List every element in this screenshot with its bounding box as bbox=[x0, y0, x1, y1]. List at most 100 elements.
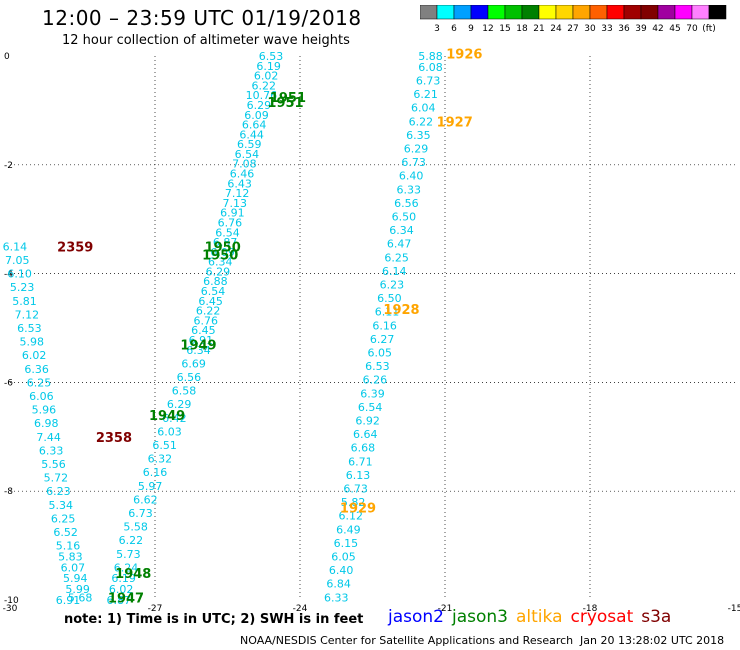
colorbar-legend: 3 6 9 12 15 18 21 24 27 30 33 36 39 42 45 70 (ft) bbox=[420, 5, 727, 34]
wave-height-value: 6.91 bbox=[189, 334, 214, 347]
wave-height-value: 6.91 bbox=[56, 594, 81, 607]
wave-height-value: 6.22 bbox=[196, 305, 221, 318]
wave-height-value: 6.58 bbox=[172, 385, 197, 398]
pass-time-label: 1929 bbox=[340, 502, 376, 517]
wave-height-value: 6.59 bbox=[237, 138, 262, 151]
wave-height-value: 6.16 bbox=[372, 319, 397, 332]
pass-time-label: 2359 bbox=[57, 240, 93, 255]
wave-height-value: 6.34 bbox=[186, 344, 211, 357]
colorbar-label: 6 bbox=[451, 24, 457, 34]
x-tick-label: -21 bbox=[438, 604, 453, 614]
pass-time-label: 1951 bbox=[270, 91, 306, 106]
wave-height-value: 7.12 bbox=[225, 187, 250, 200]
wave-height-value: 6.23 bbox=[46, 485, 71, 498]
wave-height-value: 6.33 bbox=[324, 591, 349, 604]
wave-height-value: 6.29 bbox=[167, 398, 192, 411]
pass-time-label: 1951 bbox=[267, 96, 303, 111]
wave-height-value: 6.71 bbox=[348, 455, 373, 468]
satellite-cryosat: cryosat bbox=[570, 607, 634, 627]
wave-height-value: 5.88 bbox=[418, 50, 443, 63]
wave-height-value: 6.11 bbox=[375, 306, 400, 319]
wave-height-value: 6.91 bbox=[220, 207, 245, 220]
wave-height-value: 6.12 bbox=[339, 510, 364, 523]
wave-height-value: 6.69 bbox=[181, 357, 206, 370]
x-tick-label: -15 bbox=[728, 604, 740, 614]
wave-height-value: 6.87 bbox=[107, 594, 132, 607]
wave-height-value: 6.76 bbox=[194, 314, 219, 327]
page-title: 12:00 – 23:59 UTC 01/19/2018 bbox=[42, 6, 362, 30]
wave-height-value: 6.36 bbox=[24, 363, 49, 376]
colorbar-label: 21 bbox=[533, 24, 544, 34]
footer-credit: NOAA/NESDIS Center for Satellite Applica… bbox=[240, 634, 574, 647]
colorbar-label: 27 bbox=[567, 24, 578, 34]
pass-time-label: 1948 bbox=[115, 567, 151, 582]
satellite-legend: jason2 jason3 altika cryosat s3a bbox=[388, 607, 679, 627]
wave-height-value: 6.26 bbox=[363, 374, 388, 387]
colorbar-label: 36 bbox=[618, 24, 630, 34]
wave-height-value: 6.16 bbox=[143, 466, 168, 479]
wave-height-value: 6.32 bbox=[148, 453, 173, 466]
wave-height-value: 6.05 bbox=[368, 346, 393, 359]
footer-timestamp: Jan 20 13:28:02 UTC 2018 bbox=[580, 634, 725, 647]
pass-time-label: 2358 bbox=[96, 431, 132, 446]
wave-height-value: 6.24 bbox=[114, 561, 139, 574]
wave-height-value: 6.53 bbox=[365, 360, 390, 373]
wave-height-value: 6.43 bbox=[227, 177, 252, 190]
wave-height-value: 6.29 bbox=[247, 99, 272, 112]
wave-height-value: 6.49 bbox=[336, 523, 361, 536]
colorbar-swatch bbox=[708, 5, 727, 20]
wave-height-value: 6.04 bbox=[411, 102, 436, 115]
y-tick-label: -6 bbox=[4, 378, 13, 388]
satellite-jason2: jason2 bbox=[388, 607, 444, 627]
satellite-s3a: s3a bbox=[641, 607, 672, 627]
wave-height-value: 6.40 bbox=[329, 564, 354, 577]
wave-height-value: 6.76 bbox=[218, 216, 243, 229]
colorbar-label: 45 bbox=[669, 24, 680, 34]
wave-height-value: 6.47 bbox=[387, 238, 412, 251]
wave-height-value: 6.39 bbox=[360, 387, 385, 400]
wave-height-value: 7.44 bbox=[36, 431, 61, 444]
satellite-jason3: jason3 bbox=[452, 607, 508, 627]
wave-height-value: 6.14 bbox=[382, 265, 407, 278]
wave-height-value: 6.23 bbox=[380, 278, 405, 291]
wave-height-value: 6.05 bbox=[331, 550, 356, 563]
wave-height-value: 7.08 bbox=[232, 158, 257, 171]
wave-height-value: 6.22 bbox=[252, 79, 277, 92]
wave-height-value: 6.07 bbox=[61, 561, 86, 574]
wave-height-value: 6.29 bbox=[404, 142, 429, 155]
page-subtitle: 12 hour collection of altimeter wave hei… bbox=[62, 33, 350, 48]
wave-height-value: 6.54 bbox=[235, 148, 260, 161]
wave-height-value: 6.92 bbox=[355, 414, 380, 427]
wave-height-value: 6.52 bbox=[53, 526, 78, 539]
y-tick-label: 0 bbox=[4, 52, 10, 62]
wave-height-value: 6.73 bbox=[128, 507, 153, 520]
y-tick-label: -10 bbox=[4, 596, 19, 606]
wave-height-value: 6.73 bbox=[343, 482, 368, 495]
wave-height-value: 6.54 bbox=[215, 226, 240, 239]
wave-height-value: 6.19 bbox=[256, 60, 281, 73]
wave-height-value: 6.29 bbox=[206, 265, 231, 278]
colorbar-label: 70 bbox=[686, 24, 698, 34]
wave-height-value: 5.72 bbox=[44, 472, 69, 485]
wave-height-value: 7.13 bbox=[223, 197, 248, 210]
x-tick-label: -27 bbox=[148, 604, 163, 614]
y-tick-label: -4 bbox=[4, 270, 13, 280]
pass-time-label: 1926 bbox=[446, 47, 482, 62]
wave-height-value: 6.09 bbox=[244, 109, 269, 122]
pass-time-label: 1949 bbox=[180, 338, 216, 353]
wave-height-value: 6.64 bbox=[242, 119, 267, 132]
pass-time-label: 1949 bbox=[149, 409, 185, 424]
wave-height-value: 5.83 bbox=[58, 550, 83, 563]
colorbar-label: 42 bbox=[652, 24, 663, 34]
wave-height-value: 5.16 bbox=[56, 540, 81, 553]
wave-height-value: 6.50 bbox=[392, 210, 417, 223]
pass-time-label: 1950 bbox=[205, 240, 241, 255]
wave-height-value: 5.23 bbox=[10, 281, 35, 294]
wave-height-value: 6.09 bbox=[210, 246, 235, 259]
wave-height-value: 6.25 bbox=[27, 376, 52, 389]
pass-time-label: 1927 bbox=[437, 115, 473, 130]
wave-height-value: 7.12 bbox=[15, 308, 40, 321]
wave-height-value: 6.13 bbox=[346, 469, 371, 482]
colorbar-label: 24 bbox=[550, 24, 562, 34]
wave-height-value: 6.25 bbox=[51, 512, 76, 525]
